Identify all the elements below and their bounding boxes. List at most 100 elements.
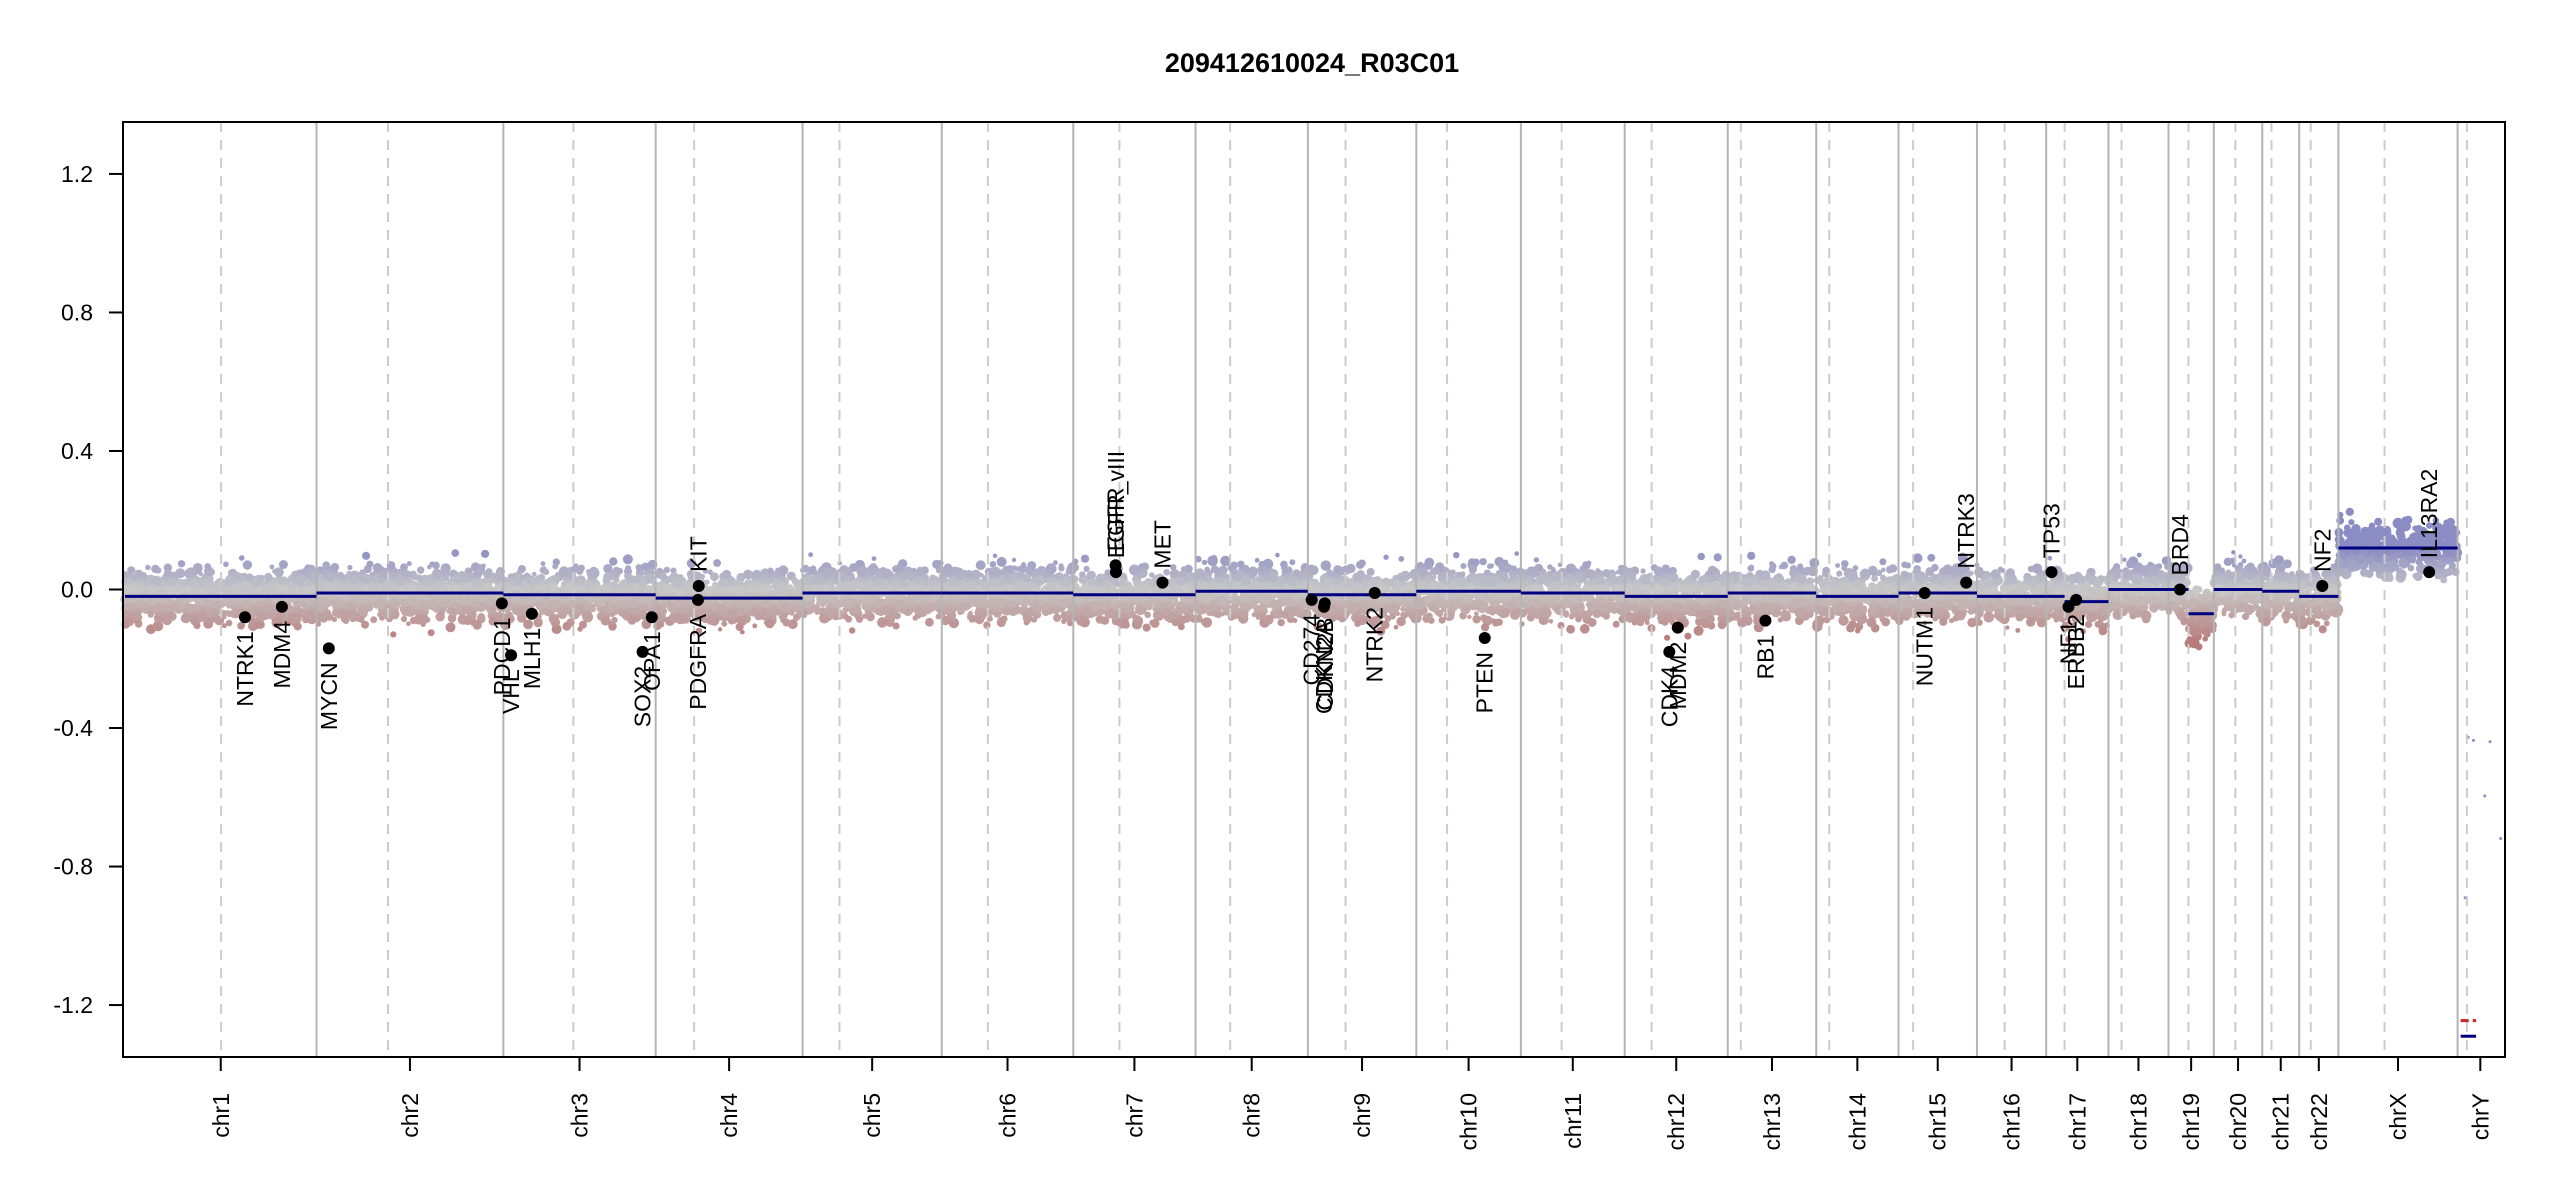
probe-point <box>729 609 737 617</box>
probe-point <box>1058 578 1066 586</box>
probe-point <box>149 588 156 595</box>
probe-point <box>329 600 334 605</box>
probe-point <box>1215 612 1222 619</box>
probe-point <box>975 560 986 571</box>
probe-point <box>1120 613 1126 620</box>
probe-point <box>1255 615 1261 620</box>
probe-point <box>169 587 175 594</box>
probe-point <box>1145 602 1153 609</box>
probe-point <box>477 613 485 621</box>
probe-point <box>419 610 425 615</box>
probe-point <box>177 560 186 568</box>
probe-point <box>852 605 862 614</box>
probe-point <box>1221 597 1227 604</box>
probe-point <box>987 567 996 575</box>
probe-point <box>582 611 594 623</box>
probe-point <box>134 619 143 628</box>
probe-point <box>633 588 639 594</box>
probe-point <box>271 617 283 629</box>
probe-point <box>1204 566 1211 573</box>
probe-point <box>287 613 299 624</box>
probe-point <box>1120 602 1126 609</box>
probe-point <box>769 603 774 609</box>
probe-point <box>358 573 368 583</box>
probe-point <box>126 584 137 594</box>
probe-point <box>1085 601 1091 607</box>
probe-point <box>1149 572 1155 578</box>
probe-point <box>805 580 811 585</box>
probe-point <box>224 610 231 616</box>
probe-point <box>1178 615 1187 625</box>
probe-point <box>204 563 211 570</box>
probe-point <box>1044 602 1052 610</box>
probe-point <box>991 578 1001 588</box>
probe-point <box>912 615 919 621</box>
probe-point <box>523 585 529 591</box>
probe-point <box>1045 563 1057 575</box>
probe-point <box>724 581 730 588</box>
probe-point <box>524 572 530 578</box>
probe-point <box>531 571 537 577</box>
probe-point <box>1053 613 1062 622</box>
probe-point <box>133 611 142 620</box>
probe-point <box>185 603 195 613</box>
probe-point <box>577 626 583 632</box>
probe-point <box>372 563 383 573</box>
probe-point <box>304 585 312 594</box>
probe-point <box>417 566 425 574</box>
probe-point <box>828 586 839 597</box>
probe-point <box>721 620 728 627</box>
probe-point <box>989 561 997 568</box>
probe-point <box>1207 555 1218 567</box>
probe-point <box>811 604 821 614</box>
probe-point <box>591 569 600 577</box>
probe-point <box>877 617 888 628</box>
probe-point <box>240 580 252 592</box>
probe-point <box>1058 565 1065 572</box>
probe-point <box>357 616 365 623</box>
probe-point <box>855 615 864 623</box>
probe-point <box>1292 618 1298 623</box>
probe-point <box>874 607 883 616</box>
probe-point <box>1257 604 1265 613</box>
probe-point <box>395 576 406 586</box>
probe-point <box>1006 565 1014 573</box>
probe-point <box>221 614 227 620</box>
probe-point <box>185 567 197 578</box>
probe-point <box>163 569 172 578</box>
probe-point <box>943 605 953 616</box>
probe-point <box>1142 623 1151 632</box>
probe-point <box>1286 579 1293 585</box>
probe-point <box>773 580 780 587</box>
probe-point <box>362 551 371 560</box>
probe-point <box>992 553 998 558</box>
probe-point <box>218 600 224 606</box>
probe-point <box>735 585 746 596</box>
probe-point <box>956 605 962 610</box>
probe-point <box>603 564 613 574</box>
probe-point <box>1254 557 1260 563</box>
probe-point <box>962 605 967 611</box>
probe-point <box>1238 593 1249 603</box>
probe-point <box>366 560 374 568</box>
probe-point <box>224 575 235 587</box>
probe-point <box>628 599 637 608</box>
probe-point <box>1023 582 1031 590</box>
probe-point <box>471 578 481 588</box>
probe-point <box>335 600 345 610</box>
probe-point <box>752 569 762 580</box>
probe-point <box>1281 611 1289 619</box>
probe-point <box>550 599 561 610</box>
probe-point <box>406 561 412 567</box>
probe-point <box>964 570 974 580</box>
probe-point <box>306 611 315 620</box>
probe-point <box>915 582 922 589</box>
probe-point <box>432 561 440 570</box>
probe-point <box>568 600 576 608</box>
probe-point <box>1144 611 1151 619</box>
probe-point <box>390 631 397 638</box>
probe-point <box>379 569 389 579</box>
probe-point <box>543 568 550 576</box>
probe-point <box>757 585 767 595</box>
probe-point <box>1011 557 1017 563</box>
